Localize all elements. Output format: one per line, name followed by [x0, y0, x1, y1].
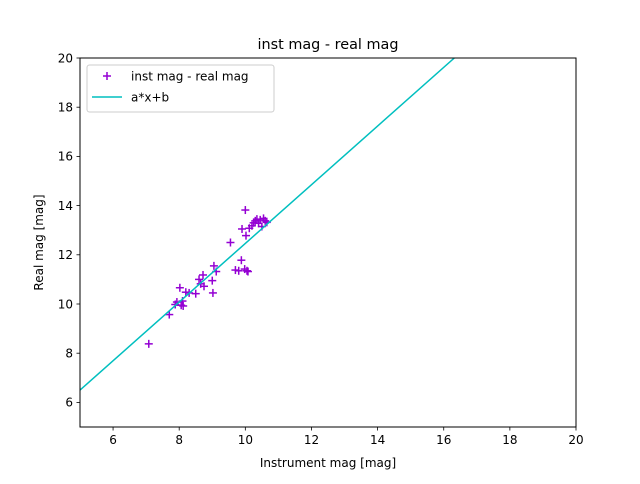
data-point [191, 289, 200, 298]
y-tick-label: 10 [58, 297, 73, 311]
data-point [165, 310, 174, 319]
legend-label: a*x+b [131, 90, 169, 104]
legend-entry: inst mag - real mag [103, 69, 249, 83]
x-axis-ticks: 6 8 10 12 14 16 18 20 [109, 427, 584, 447]
y-tick-label: 20 [58, 51, 73, 65]
data-point [175, 283, 184, 292]
x-tick-label: 6 [109, 433, 117, 447]
legend-marker-swatch [103, 72, 111, 80]
y-tick-label: 18 [58, 101, 73, 115]
y-tick-label: 14 [58, 199, 73, 213]
y-axis-ticks: 6 8 10 12 14 16 18 20 [58, 51, 80, 410]
y-tick-label: 6 [65, 396, 73, 410]
data-point [238, 224, 247, 233]
x-tick-label: 20 [568, 433, 583, 447]
legend-entry: a*x+b [92, 90, 169, 104]
data-point [144, 339, 153, 348]
data-point [237, 256, 246, 265]
data-point [200, 282, 208, 291]
data-point [199, 270, 208, 279]
data-point [243, 267, 252, 276]
chart-title: inst mag - real mag [258, 37, 399, 53]
x-tick-label: 8 [175, 433, 183, 447]
data-point [209, 261, 218, 270]
fit-line [80, 58, 455, 391]
data-point [195, 275, 204, 284]
legend-box [86, 64, 275, 113]
x-tick-label: 14 [370, 433, 385, 447]
data-point [234, 266, 243, 275]
legend-label: inst mag - real mag [131, 69, 249, 83]
y-tick-label: 8 [65, 347, 73, 361]
x-tick-label: 16 [436, 433, 451, 447]
data-point [179, 301, 188, 310]
data-point [241, 206, 250, 215]
x-tick-label: 12 [304, 433, 319, 447]
plot-frame [79, 57, 577, 428]
y-tick-label: 16 [58, 150, 73, 164]
data-point [226, 238, 235, 247]
y-axis-label: Real mag [mag] [32, 194, 46, 290]
x-tick-label: 18 [502, 433, 517, 447]
data-point [241, 231, 250, 240]
data-point [208, 276, 217, 285]
data-point [208, 288, 217, 297]
y-tick-label: 12 [58, 248, 73, 262]
x-axis-label: Instrument mag [mag] [260, 456, 396, 470]
legend: inst mag - real mag a*x+b [86, 64, 275, 113]
data-point [261, 216, 270, 225]
plot-area [80, 58, 455, 391]
x-tick-label: 10 [238, 433, 253, 447]
